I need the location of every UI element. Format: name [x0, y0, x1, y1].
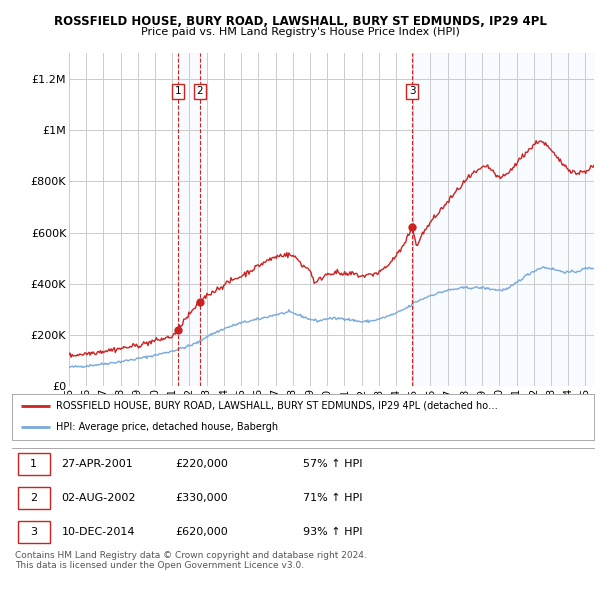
Text: 1: 1 — [175, 87, 181, 96]
Text: 93% ↑ HPI: 93% ↑ HPI — [303, 527, 362, 537]
Text: £330,000: £330,000 — [175, 493, 227, 503]
Text: 02-AUG-2002: 02-AUG-2002 — [61, 493, 136, 503]
Text: 27-APR-2001: 27-APR-2001 — [61, 459, 133, 468]
Text: ROSSFIELD HOUSE, BURY ROAD, LAWSHALL, BURY ST EDMUNDS, IP29 4PL: ROSSFIELD HOUSE, BURY ROAD, LAWSHALL, BU… — [53, 15, 547, 28]
Text: £620,000: £620,000 — [175, 527, 228, 537]
Text: ROSSFIELD HOUSE, BURY ROAD, LAWSHALL, BURY ST EDMUNDS, IP29 4PL (detached ho…: ROSSFIELD HOUSE, BURY ROAD, LAWSHALL, BU… — [56, 401, 497, 411]
FancyBboxPatch shape — [18, 453, 50, 475]
Text: 3: 3 — [409, 87, 416, 96]
Text: £220,000: £220,000 — [175, 459, 228, 468]
Text: 1: 1 — [31, 459, 37, 468]
Text: Contains HM Land Registry data © Crown copyright and database right 2024.
This d: Contains HM Land Registry data © Crown c… — [15, 551, 367, 571]
Text: Price paid vs. HM Land Registry's House Price Index (HPI): Price paid vs. HM Land Registry's House … — [140, 27, 460, 37]
Text: HPI: Average price, detached house, Babergh: HPI: Average price, detached house, Babe… — [56, 422, 278, 432]
FancyBboxPatch shape — [18, 487, 50, 509]
Text: 57% ↑ HPI: 57% ↑ HPI — [303, 459, 362, 468]
Bar — [412, 53, 594, 386]
Bar — [178, 53, 200, 386]
Text: 2: 2 — [30, 493, 37, 503]
Text: 3: 3 — [31, 527, 37, 537]
FancyBboxPatch shape — [18, 521, 50, 543]
Text: 71% ↑ HPI: 71% ↑ HPI — [303, 493, 362, 503]
Text: 10-DEC-2014: 10-DEC-2014 — [61, 527, 135, 537]
Text: 2: 2 — [196, 87, 203, 96]
